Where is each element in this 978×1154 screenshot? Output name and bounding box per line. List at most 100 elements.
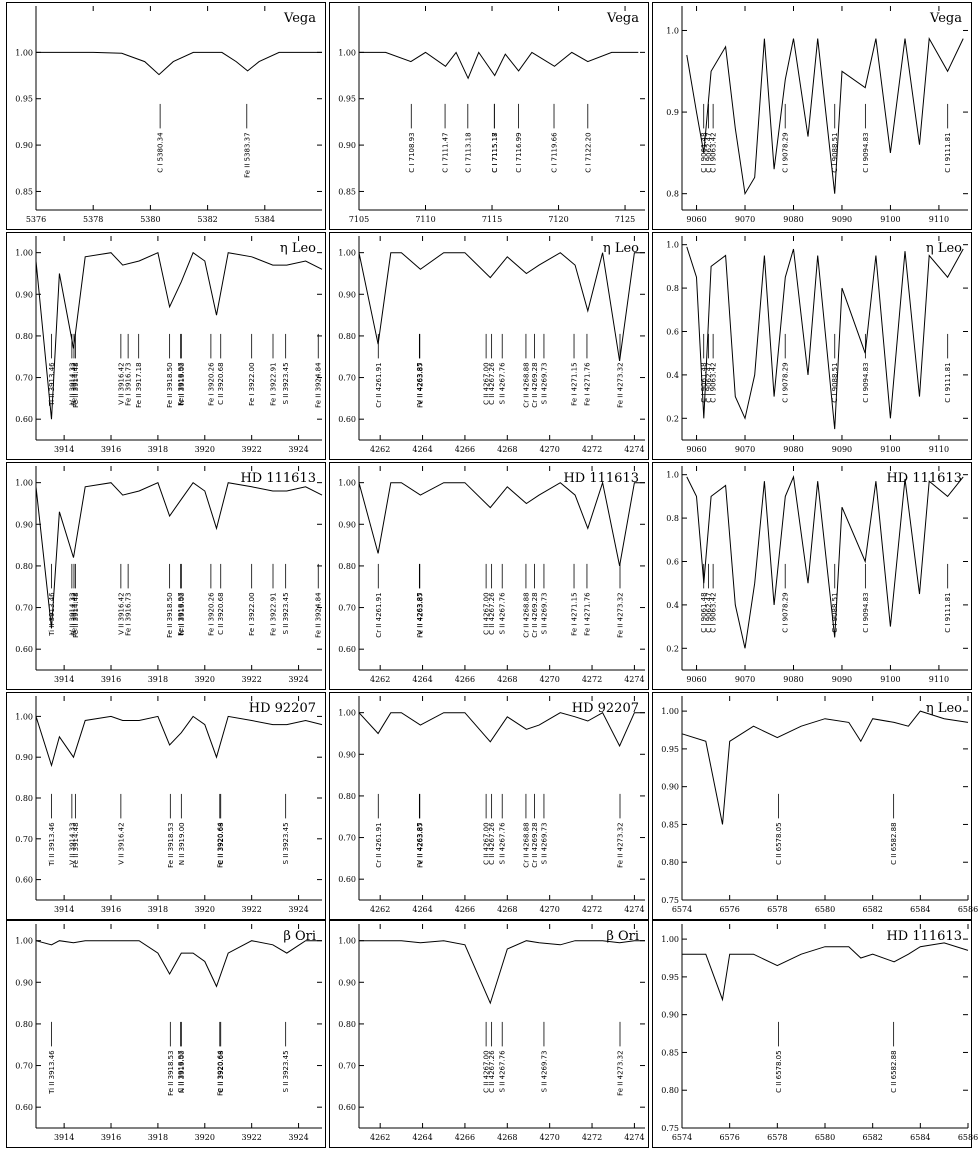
y-tick-label: 1.00 <box>15 712 33 721</box>
line-label: Cr II 4268.88 <box>522 592 530 637</box>
line-label: Cr II 4269.28 <box>531 592 539 637</box>
line-label: C II 3920.68 <box>217 1050 225 1092</box>
line-label: C I 9078.29 <box>782 362 790 402</box>
panel-title: Vega <box>929 11 962 26</box>
line-label: C I 7111.47 <box>442 132 450 172</box>
line-label: C I 7119.66 <box>551 132 559 173</box>
line-label: C I 7122.20 <box>584 132 592 172</box>
line-label: C I 9094.83 <box>862 362 870 402</box>
line-label: Fe II 4273.32 <box>617 592 625 637</box>
x-tick-label: 4270 <box>539 905 559 914</box>
x-tick-label: 3918 <box>148 675 168 684</box>
x-tick-label: 9080 <box>783 445 803 454</box>
line-label: C II 4267.00 <box>483 362 491 404</box>
y-tick-label: 0.70 <box>15 835 33 844</box>
line-label: Fe I 3914.42 <box>71 362 79 405</box>
panel: 0.60 0.70 0.80 0.90 1.00 4262 4264 4266 4268 4270… <box>329 232 649 460</box>
y-tick-label: 0.60 <box>338 1103 356 1112</box>
x-tick-label: 4274 <box>624 905 644 914</box>
line-label: Fe II 3914.48 <box>72 362 80 407</box>
x-tick-label: 9100 <box>880 215 900 224</box>
line-label: Fe II 3918.53 <box>167 822 175 867</box>
x-tick-label: 4272 <box>582 445 602 454</box>
x-tick-label: 3918 <box>148 445 168 454</box>
line-label: V II 4263.85 <box>416 592 424 634</box>
x-tick-label: 9060 <box>686 675 706 684</box>
line-label: C II 4267.26 <box>488 362 496 405</box>
x-tick-label: 9070 <box>735 675 755 684</box>
panel-title: β Ori <box>606 929 639 944</box>
x-tick-label: 6574 <box>672 1133 692 1142</box>
line-label: Fe II 3917.18 <box>135 362 143 407</box>
line-label: Fe II 4263.87 <box>416 592 424 637</box>
line-label: C I 9088.51 <box>831 362 839 402</box>
spectrum-line <box>682 942 969 1002</box>
line-label: Fe I 4271.15 <box>571 362 579 405</box>
x-tick-label: 3916 <box>101 675 121 684</box>
line-label: S II 3923.45 <box>282 592 290 634</box>
line-label: S II 4269.73 <box>540 1050 548 1092</box>
x-tick-label: 6576 <box>719 905 739 914</box>
panel-frame <box>329 462 649 690</box>
y-tick-label: 0.80 <box>338 332 356 341</box>
x-tick-label: 4266 <box>455 675 475 684</box>
panel: 0.60 0.70 0.80 0.90 1.00 4262 4264 4266 4268 4270… <box>329 462 649 690</box>
y-tick-label: 0.8 <box>666 514 679 523</box>
x-tick-label: 3916 <box>101 905 121 914</box>
line-label: N II 3919.00 <box>178 592 186 635</box>
x-tick-label: 4262 <box>370 1133 390 1142</box>
y-tick-label: 0.60 <box>15 415 33 424</box>
x-tick-label: 6578 <box>767 1133 787 1142</box>
y-tick-label: 1.0 <box>666 26 679 35</box>
line-label: C I 7113.18 <box>464 132 472 172</box>
line-label: S II 4269.73 <box>540 362 548 404</box>
y-tick-label: 0.90 <box>338 750 356 759</box>
panel-title: η Leo <box>926 701 962 716</box>
panel-title: Vega <box>283 11 316 26</box>
line-label: C II 3920.68 <box>217 362 225 404</box>
line-label: Cr II 4268.88 <box>522 822 530 867</box>
y-tick-label: 1.00 <box>661 707 679 716</box>
line-label: V II 3916.42 <box>117 592 125 634</box>
x-tick-label: 9070 <box>735 215 755 224</box>
spectrum-line <box>359 940 645 1005</box>
spectrum-line <box>358 480 645 567</box>
y-tick-label: 0.70 <box>15 374 33 383</box>
x-tick-label: 3924 <box>288 675 308 684</box>
x-tick-label: 4268 <box>497 905 517 914</box>
x-tick-label: 3922 <box>241 1133 261 1142</box>
line-label: N II 3919.00 <box>178 362 186 405</box>
y-tick-label: 0.95 <box>15 95 33 104</box>
line-label: Fe I 3916.73 <box>125 362 133 405</box>
line-label: S II 4267.76 <box>499 362 507 405</box>
x-tick-label: 9080 <box>783 675 803 684</box>
y-tick-label: 0.60 <box>15 876 33 885</box>
line-label: Fe II 4273.32 <box>617 1050 625 1095</box>
line-label: C II 4267.00 <box>483 592 491 634</box>
line-label: C I 9078.29 <box>782 132 790 172</box>
panel-frame <box>6 232 326 460</box>
x-tick-label: 4268 <box>497 445 517 454</box>
x-tick-label: 9110 <box>929 215 949 224</box>
x-tick-label: 3922 <box>241 675 261 684</box>
line-label: C I 9061.48 <box>700 132 708 172</box>
y-tick-label: 1.0 <box>666 471 679 480</box>
panel-frame <box>652 462 972 690</box>
line-label: Fe I 4271.76 <box>584 592 592 636</box>
y-tick-label: 0.70 <box>338 374 356 383</box>
x-tick-label: 9100 <box>880 675 900 684</box>
x-tick-label: 4272 <box>582 675 602 684</box>
panel-frame <box>329 232 649 460</box>
spectrum-line <box>35 940 322 988</box>
x-tick-label: 5378 <box>83 215 103 224</box>
y-tick-label: 0.90 <box>15 290 33 299</box>
panel-frame <box>6 692 326 920</box>
line-label: N II 3919.00 <box>178 822 186 865</box>
x-tick-label: 4270 <box>539 1133 559 1142</box>
y-tick-label: 0.70 <box>338 604 356 613</box>
y-tick-label: 0.75 <box>661 1124 679 1133</box>
y-tick-label: 1.00 <box>338 249 356 258</box>
panel-frame <box>6 920 326 1148</box>
x-tick-label: 3914 <box>54 905 74 914</box>
x-tick-label: 4262 <box>370 445 390 454</box>
